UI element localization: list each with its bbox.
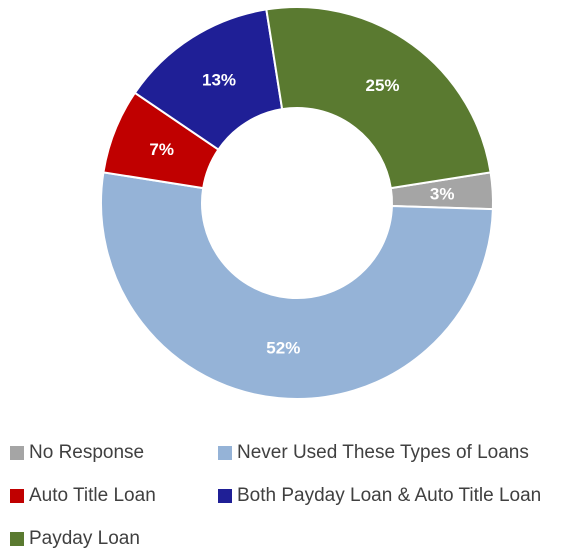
donut-slices: [100, 6, 494, 400]
legend-item-both-loans: Both Payday Loan & Auto Title Loan: [218, 483, 541, 509]
legend-item-no-response: No Response: [10, 440, 144, 466]
legend-label: Payday Loan: [29, 528, 140, 549]
slice-label-2: 7%: [149, 140, 174, 159]
legend-swatch: [218, 446, 232, 460]
slice-label-3: 13%: [202, 71, 236, 90]
legend-item-auto-title-loan: Auto Title Loan: [10, 483, 156, 509]
legend-label: Both Payday Loan & Auto Title Loan: [237, 485, 542, 506]
legend-item-never-used: Never Used These Types of Loans: [218, 440, 529, 466]
donut-slice-4: [265, 6, 492, 190]
legend-swatch: [10, 489, 24, 503]
legend-swatch: [10, 446, 24, 460]
legend-label: Auto Title Loan: [29, 485, 156, 506]
legend-swatch: [218, 489, 232, 503]
legend-item-payday-loan: Payday Loan: [10, 526, 140, 552]
slice-label-4: 25%: [366, 76, 400, 95]
donut-chart: 3% 52% 7% 13% 25%: [100, 6, 494, 400]
slice-label-0: 3%: [430, 184, 455, 203]
donut-labels: 3% 52% 7% 13% 25%: [149, 71, 454, 358]
legend-swatch: [10, 532, 24, 546]
legend-label: Never Used These Types of Loans: [237, 442, 529, 463]
donut-slice-1: [100, 171, 494, 400]
legend-label: No Response: [29, 442, 145, 463]
slice-label-1: 52%: [266, 338, 300, 357]
